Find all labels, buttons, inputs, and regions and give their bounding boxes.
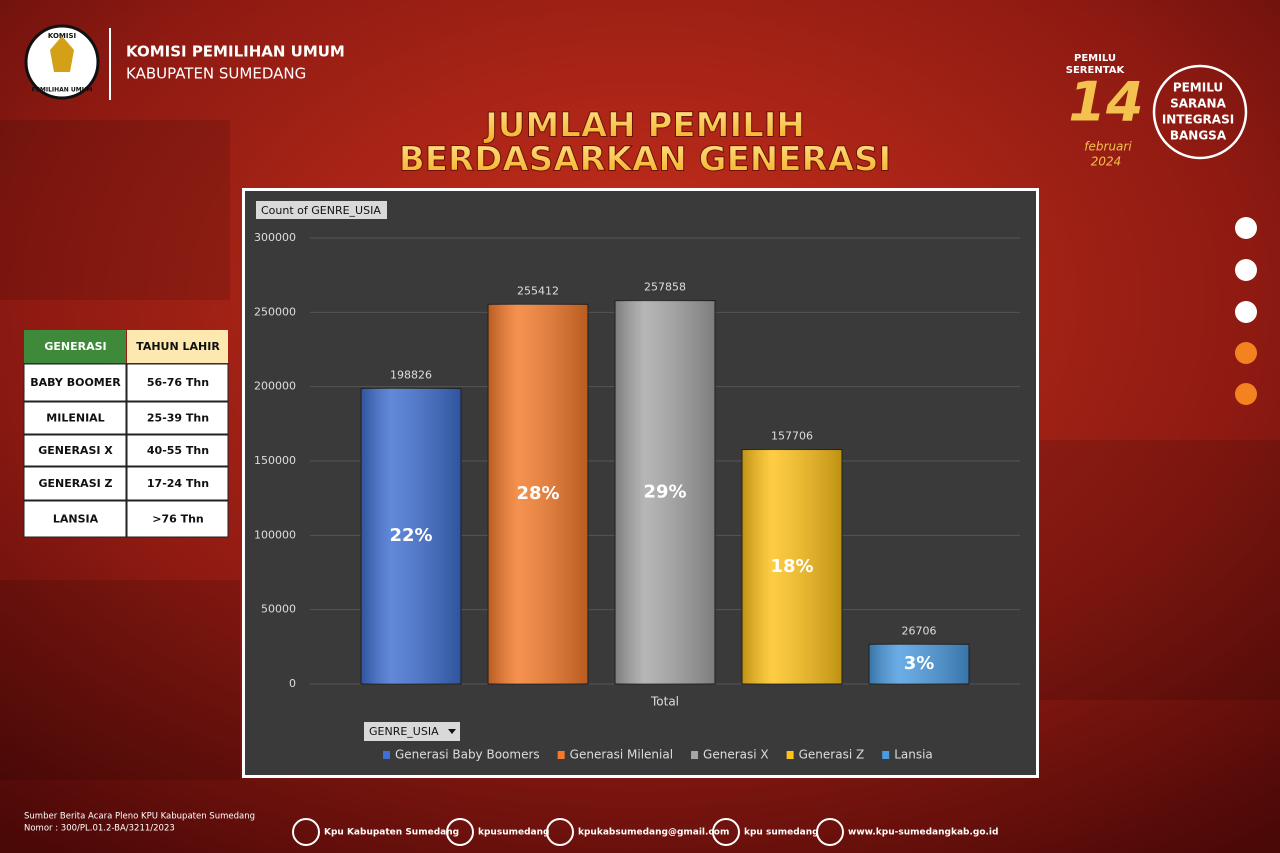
y-tick-label: 250000 (254, 305, 296, 318)
badge-text: SERENTAK (1066, 65, 1126, 76)
org-region: KABUPATEN SUMEDANG (126, 65, 306, 83)
table-cell-text: BABY BOOMER (30, 376, 121, 389)
legend-swatch (691, 751, 699, 759)
y-tick-label: 100000 (254, 528, 296, 541)
dropdown-arrow (448, 729, 456, 734)
source: Sumber Berita Acara Pleno KPU Kabupaten … (24, 812, 255, 822)
share-label: 22% (389, 525, 432, 546)
table-header-cell (127, 330, 228, 363)
bar-shine (742, 449, 842, 684)
bar-shine (869, 644, 969, 684)
value-label: 26706 (902, 624, 937, 637)
social-icon (712, 818, 740, 846)
share-label: 3% (904, 653, 935, 674)
slogan-circle (1152, 64, 1248, 160)
value-label: 198826 (390, 368, 432, 381)
social-icon (446, 818, 474, 846)
table-cell (126, 363, 229, 402)
social-link[interactable]: www.kpu-sumedangkab.go.id (848, 828, 998, 838)
table-cell (23, 363, 127, 402)
org-name: KOMISI PEMILIHAN UMUM (126, 43, 345, 61)
title-line: BERDASARKAN GENERASI (399, 140, 891, 180)
social-link[interactable]: kpusumedang (478, 828, 549, 838)
y-tick-label: 300000 (254, 231, 296, 244)
field-button-label: Count of GENRE_USIA (261, 204, 381, 217)
share-label: 18% (770, 556, 813, 577)
table-cell-text: MILENIAL (46, 412, 104, 425)
legend-label: Generasi Z (799, 748, 865, 762)
legend-label: Generasi Milenial (570, 748, 673, 762)
y-tick-label: 150000 (254, 454, 296, 467)
table-cell-text: GENERASI Z (38, 477, 112, 490)
bar-shine (615, 300, 715, 684)
logo-text: KOMISI (48, 32, 76, 40)
table-cell (23, 434, 127, 467)
bar-shine (361, 388, 461, 684)
legend-label: Generasi Baby Boomers (395, 748, 540, 762)
x-tick-label: Total (650, 695, 679, 709)
table-cell (23, 466, 127, 501)
logo-text: PEMILIHAN UMUM (31, 87, 92, 94)
legend-label: Generasi X (703, 748, 769, 762)
legend-swatch (557, 751, 565, 759)
y-tick-label: 50000 (261, 603, 296, 616)
table-header-cell (24, 330, 126, 363)
slogan-line: BANGSA (1170, 129, 1227, 143)
table-cell (23, 401, 127, 435)
table-cell-text: 56-76 Thn (147, 376, 209, 389)
slogan-line: SARANA (1170, 97, 1227, 111)
share-label: 28% (516, 483, 559, 504)
social-icon (546, 818, 574, 846)
title-line: JUMLAH PEMILIH (483, 106, 805, 146)
badge-day: 14 (1068, 71, 1143, 134)
slogan-line: PEMILU (1173, 81, 1223, 95)
table-header: TAHUN LAHIR (136, 340, 220, 353)
filter-button-label: GENRE_USIA (369, 725, 439, 738)
bar-shine (488, 304, 588, 684)
social-link[interactable]: Kpu Kabupaten Sumedang (324, 828, 459, 838)
garuda (50, 36, 74, 72)
social-icon (292, 818, 320, 846)
legend-swatch (383, 751, 390, 759)
table-cell (126, 401, 229, 435)
legend-swatch (882, 751, 890, 759)
side-dots (1235, 217, 1257, 405)
value-label: 157706 (771, 430, 813, 443)
table-cell-text: 17-24 Thn (147, 477, 209, 490)
value-label: 255412 (517, 284, 559, 297)
social-link[interactable]: kpukabsumedang@gmail.com (578, 828, 729, 838)
table-cell-text: 25-39 Thn (147, 412, 209, 425)
social-link[interactable]: kpu sumedang (744, 828, 819, 838)
y-tick-label: 200000 (254, 380, 296, 393)
slogan-line: INTEGRASI (1162, 113, 1234, 127)
legend-swatch (786, 751, 794, 759)
field-button (256, 201, 387, 219)
table-cell (126, 500, 229, 538)
social-links: Kpu Kabupaten Sumedang kpusumedang kpukabs… (292, 818, 998, 846)
legend-label: Lansia (894, 748, 933, 762)
badge-text: PEMILU (1074, 53, 1116, 64)
table-cell-text: 40-55 Thn (147, 444, 209, 457)
table-cell-text: >76 Thn (152, 513, 204, 526)
badge-year: 2024 (1091, 155, 1122, 169)
value-label: 257858 (644, 281, 686, 294)
table-cell-text: LANSIA (53, 513, 99, 526)
table-cell (126, 466, 229, 501)
share-label: 29% (643, 481, 686, 502)
building-pattern (0, 120, 1280, 780)
filter-button[interactable] (364, 722, 460, 741)
source: Nomor : 300/PL.01.2-BA/3211/2023 (24, 824, 175, 834)
y-tick-label: 0 (289, 677, 296, 690)
chart: 0 50000 100000 150000 200000 250000 300000 Tota… (254, 231, 1020, 762)
table-header: GENERASI (44, 340, 106, 353)
table-cell (23, 500, 127, 538)
table-cell (126, 434, 229, 467)
badge-month: februari (1084, 140, 1132, 154)
generation-table: GENERASI TAHUN LAHIR BABY BOOMER 56-76 Thn M… (23, 330, 229, 538)
table-cell-text: GENERASI X (38, 444, 113, 457)
social-icon (816, 818, 844, 846)
slogan: PEMILU SARANA INTEGRASI BANGSA (1162, 81, 1234, 143)
